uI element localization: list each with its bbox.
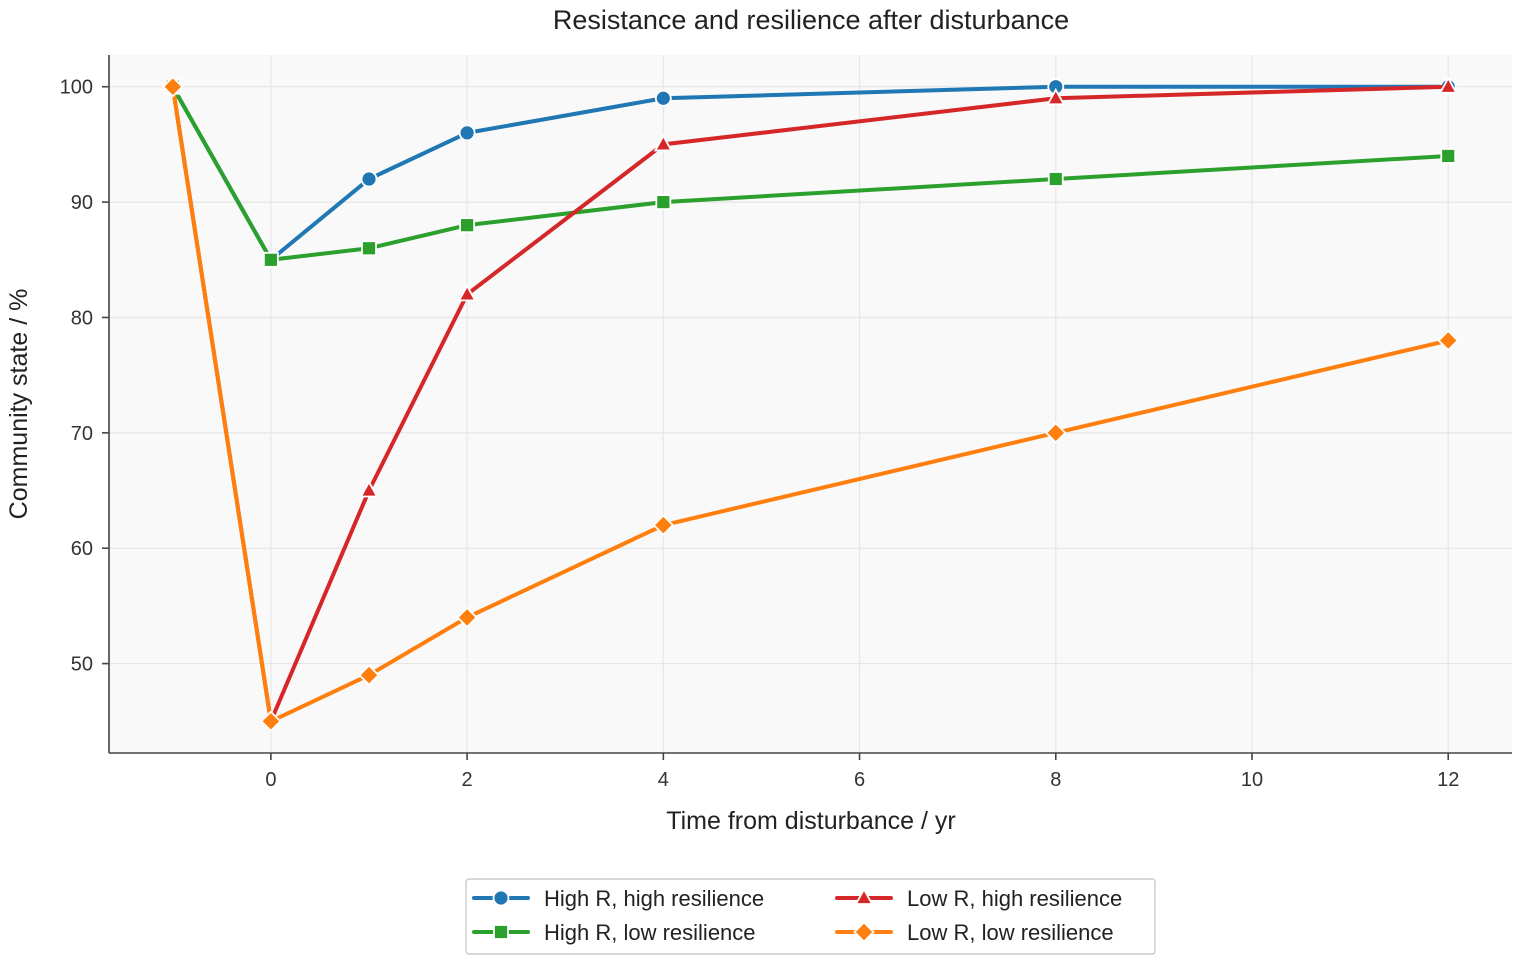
data-point-diamond (652, 514, 675, 536)
data-point-diamond (358, 664, 380, 686)
data-point-circle (654, 89, 672, 107)
legend: High R, high resilience High R, low resil… (465, 878, 1156, 955)
data-point-diamond (456, 606, 478, 629)
data-point-square (262, 251, 279, 268)
data-point-diamond (1045, 422, 1067, 444)
y-tick-label: 80 (71, 307, 93, 329)
x-tick-label: 12 (1437, 769, 1459, 791)
data-point-triangle (359, 480, 379, 498)
legend-item: Low R, low resilience (835, 920, 1114, 945)
plot-background (109, 55, 1512, 753)
x-tick-label: 6 (854, 769, 865, 791)
legend-box (465, 878, 1156, 955)
data-point-diamond (260, 710, 282, 733)
legend-label: Low R, low resilience (907, 920, 1114, 945)
y-axis-label: Community state / % (5, 289, 33, 520)
x-tick-label: 2 (462, 769, 473, 791)
data-point-triangle (1046, 87, 1066, 106)
data-point-circle (458, 124, 476, 142)
series-2 (164, 78, 1457, 268)
y-tick-label: 90 (71, 192, 93, 214)
data-point-triangle (457, 284, 477, 302)
data-point-triangle (1438, 76, 1458, 94)
x-tick-label: 10 (1241, 769, 1263, 791)
series-layer (161, 75, 1460, 733)
legend-swatch-marker (492, 889, 510, 907)
series-4 (161, 75, 1460, 733)
legend-swatch-marker (854, 887, 874, 905)
y-tick-label: 50 (71, 654, 93, 676)
ticks-layer: 0 2 4 6 8 10 12 50 60 70 80 90 100 (60, 77, 1460, 791)
data-point-circle (360, 170, 378, 188)
data-point-diamond (1437, 329, 1460, 352)
x-tick-label: 8 (1050, 769, 1061, 791)
chart-title: Resistance and resilience after disturba… (553, 5, 1069, 35)
legend-items: High R, high resilience High R, low resil… (472, 886, 1122, 945)
data-point-diamond (161, 75, 184, 98)
x-tick-label: 0 (265, 769, 276, 791)
legend-swatch-marker (493, 924, 509, 940)
y-tick-label: 60 (71, 538, 93, 560)
y-tick-label: 70 (71, 423, 93, 445)
x-tick-label: 4 (658, 769, 669, 791)
legend-swatch-marker (853, 921, 875, 943)
legend-item: High R, low resilience (472, 920, 756, 945)
data-point-triangle (653, 134, 673, 152)
legend-item: High R, high resilience (472, 886, 764, 911)
x-axis-label: Time from disturbance / yr (666, 807, 955, 835)
data-point-square (459, 217, 476, 234)
legend-label: Low R, high resilience (907, 886, 1122, 911)
legend-label: High R, low resilience (544, 920, 756, 945)
legend-label: High R, high resilience (544, 886, 764, 911)
data-point-square (1440, 148, 1457, 164)
axes-layer (108, 55, 1512, 754)
legend-item: Low R, high resilience (835, 886, 1122, 911)
data-point-square (1047, 171, 1064, 187)
data-point-square (361, 240, 377, 257)
y-tick-label: 100 (60, 77, 93, 99)
data-point-square (655, 194, 672, 210)
